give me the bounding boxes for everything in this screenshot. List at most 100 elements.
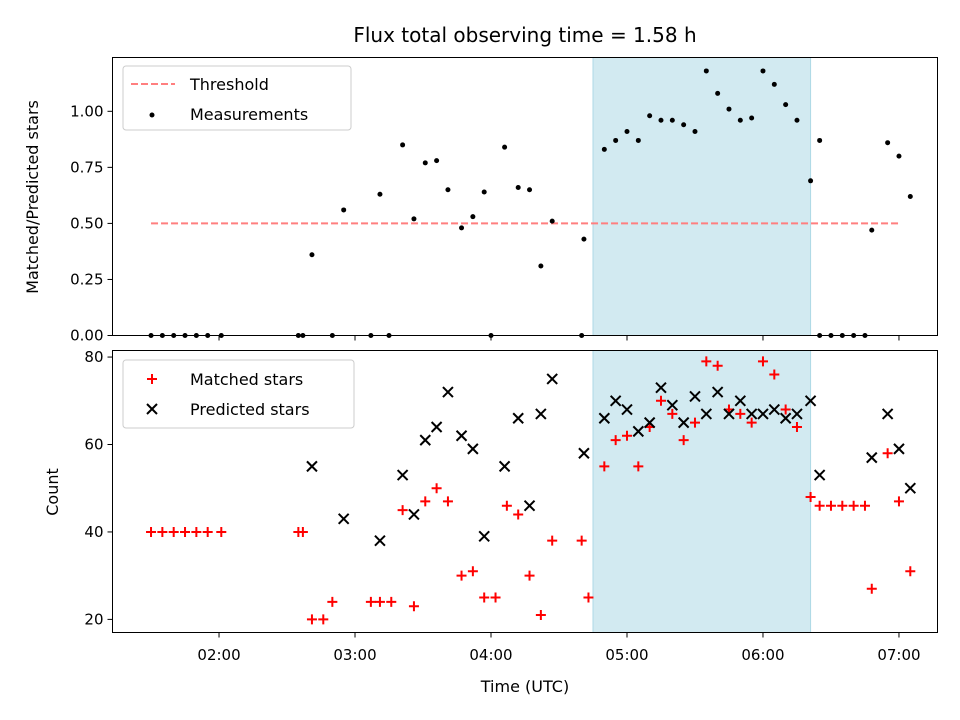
predicted-star-point	[430, 421, 443, 433]
x-axis-label: Time (UTC)	[480, 677, 569, 696]
matched-star-point	[583, 592, 594, 603]
matched-star-point	[535, 610, 546, 621]
chart-title: Flux total observing time = 1.58 h	[353, 23, 696, 47]
matched-star-point	[746, 417, 757, 428]
matched-star-point	[780, 404, 791, 415]
matched-star-point	[318, 614, 329, 625]
matched-star-point	[882, 448, 893, 459]
legend-predicted-label: Predicted stars	[190, 400, 310, 419]
matched-star-point	[893, 496, 904, 507]
matched-star-point	[859, 500, 870, 511]
x-tick-label: 03:00	[333, 646, 376, 664]
matched-star-point	[216, 526, 227, 537]
x-tick-label: 05:00	[605, 646, 648, 664]
legend-matched-marker	[147, 374, 157, 384]
matched-star-point	[442, 496, 453, 507]
predicted-star-point	[498, 460, 511, 473]
legend-measurements-label: Measurements	[190, 105, 308, 124]
matched-star-point	[712, 360, 723, 371]
predicted-star-point	[813, 469, 826, 481]
predicted-star-point	[478, 530, 490, 543]
predicted-star-point	[546, 373, 558, 385]
matched-star-point	[157, 526, 168, 537]
matched-star-point	[837, 500, 848, 511]
matched-star-point	[610, 435, 621, 446]
legend-matched-swatch	[147, 374, 157, 384]
measurement-point	[377, 191, 383, 197]
measurement-point	[715, 90, 721, 96]
matched-star-point	[467, 566, 478, 577]
predicted-star-point	[578, 447, 590, 459]
measurement-point	[411, 216, 417, 222]
matched-star-point	[735, 408, 746, 419]
matched-star-point	[547, 535, 558, 546]
predicted-star-point	[677, 416, 690, 429]
matched-star-point	[524, 570, 535, 581]
measurement-point	[771, 81, 777, 87]
measurement-point	[896, 153, 902, 159]
x-tick-label: 04:00	[469, 646, 512, 664]
bottom-y-tick-label: 40	[84, 523, 103, 541]
measurement-point	[527, 187, 533, 193]
matched-star-point	[306, 614, 317, 625]
predicted-star-point	[442, 386, 454, 398]
legend-measurements-swatch	[149, 112, 155, 118]
matched-star-point	[633, 461, 644, 472]
predicted-star-point	[523, 500, 536, 512]
matched-star-point	[655, 395, 666, 406]
measurement-point	[760, 68, 766, 74]
measurement-point	[459, 225, 465, 231]
matched-star-point	[701, 356, 712, 367]
measurement-point	[783, 102, 789, 108]
predicted-star-point	[643, 416, 656, 429]
bottom-y-tick-label: 60	[84, 436, 103, 454]
matched-star-point	[814, 500, 825, 511]
measurement-point	[624, 128, 630, 134]
matched-star-point	[168, 526, 179, 537]
matched-star-point	[297, 526, 308, 537]
measurement-point	[658, 117, 664, 123]
matched-star-point	[678, 435, 689, 446]
measurement-point	[538, 263, 544, 269]
predicted-star-point	[711, 386, 724, 398]
matched-star-point	[386, 596, 397, 607]
bottom-y-tick-label: 80	[84, 348, 103, 366]
top-legend-box	[122, 65, 352, 131]
measurement-point	[601, 146, 607, 152]
x-tick-label: 07:00	[877, 646, 920, 664]
matched-star-point	[576, 535, 587, 546]
bottom-y-axis-label: Count	[43, 468, 62, 516]
matched-star-point	[397, 505, 408, 516]
measurement-point	[703, 68, 709, 74]
predicted-star-point	[745, 408, 758, 420]
measurement-point	[400, 142, 406, 148]
predicted-star-point	[723, 408, 735, 420]
predicted-star-point	[374, 534, 386, 547]
measurement-point	[817, 137, 823, 143]
bottom-legend: Matched stars Predicted stars	[122, 359, 355, 429]
legend-predicted-marker	[146, 403, 158, 415]
predicted-star-point	[734, 395, 747, 407]
matched-star-point	[479, 592, 490, 603]
bottom-y-tick-label: 20	[84, 610, 103, 628]
measurement-point	[422, 160, 428, 166]
predicted-star-point	[757, 408, 769, 420]
legend-matched-label: Matched stars	[190, 370, 303, 389]
predicted-star-point	[632, 425, 645, 438]
measurement-point	[434, 158, 440, 164]
measurement-point	[647, 113, 653, 119]
predicted-star-point	[535, 408, 547, 420]
predicted-star-point	[408, 508, 420, 521]
matched-star-point	[848, 500, 859, 511]
measurement-point	[669, 117, 675, 123]
predicted-star-point	[904, 482, 917, 494]
matched-star-point	[599, 461, 610, 472]
matched-star-point	[621, 430, 632, 441]
top-y-axis-label: Matched/Predicted stars	[23, 100, 42, 294]
top-y-tick-label: 0.50	[70, 214, 103, 232]
matched-star-point	[146, 526, 157, 537]
matched-star-point	[689, 417, 700, 428]
matched-star-point	[456, 570, 467, 581]
